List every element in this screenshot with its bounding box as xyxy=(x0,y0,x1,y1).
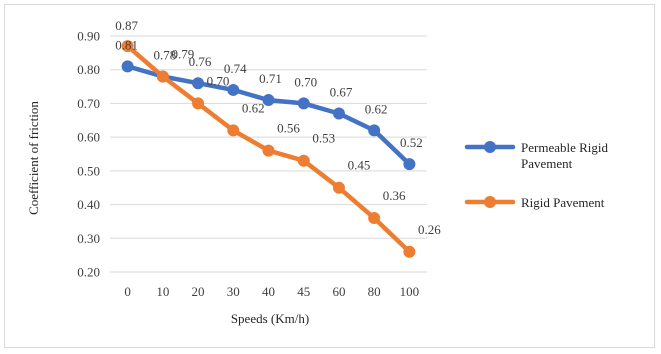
x-tick-label: 20 xyxy=(192,284,205,299)
data-label: 0.79 xyxy=(171,46,194,61)
y-tick-label: 0.70 xyxy=(77,96,100,111)
data-label: 0.56 xyxy=(277,121,300,136)
x-tick-label: 30 xyxy=(227,284,240,299)
y-axis-title: Coefficient of friction xyxy=(26,101,41,215)
chart-area xyxy=(4,4,655,348)
data-point xyxy=(368,124,381,137)
data-point xyxy=(297,97,310,110)
data-point xyxy=(332,181,345,194)
data-label: 0.52 xyxy=(400,135,423,150)
x-axis-title: Speeds (Km/h) xyxy=(231,311,309,326)
data-label: 0.67 xyxy=(330,85,353,100)
data-point xyxy=(192,97,205,110)
data-label: 0.62 xyxy=(242,100,265,115)
data-labels: 0.87 0.79 0.70 0.62 0.56 0.53 0.45 0.36 0.26 0.81… xyxy=(115,18,441,237)
x-tick-label: 0 xyxy=(124,284,131,299)
legend-label-1: Permeable Rigid Pavement xyxy=(521,140,609,171)
data-point xyxy=(192,77,205,90)
x-tick-label: 10 xyxy=(156,284,169,299)
data-point xyxy=(332,107,345,120)
data-point xyxy=(262,94,275,107)
data-label: 0.74 xyxy=(224,61,247,76)
x-tick-label: 60 xyxy=(332,284,345,299)
data-label: 0.62 xyxy=(365,101,388,116)
y-tick-label: 0.50 xyxy=(77,163,100,178)
legend: Permeable Rigid Pavement Rigid Pavement xyxy=(464,140,609,210)
x-axis-ticks: 0 10 20 30 40 45 60 80 100 xyxy=(124,284,419,299)
data-label: 0.36 xyxy=(383,188,406,203)
x-tick-label: 100 xyxy=(400,284,420,299)
data-point xyxy=(403,158,416,171)
data-label: 0.78 xyxy=(153,47,176,62)
data-label: 0.71 xyxy=(259,71,282,86)
legend-label-2: Rigid Pavement xyxy=(521,195,605,210)
x-tick-label: 80 xyxy=(368,284,381,299)
legend-marker-2 xyxy=(484,196,496,208)
x-tick-label: 40 xyxy=(262,284,275,299)
data-label: 0.26 xyxy=(418,222,441,237)
data-point xyxy=(368,212,381,225)
y-axis-ticks: 0.20 0.30 0.40 0.50 0.60 0.70 0.80 0.90 xyxy=(77,29,100,280)
legend-label-line: Rigid Pavement xyxy=(521,195,605,210)
legend-label-line: Permeable Rigid xyxy=(521,140,609,155)
data-point xyxy=(121,40,134,53)
data-label: 0.76 xyxy=(189,54,212,69)
data-point xyxy=(403,245,416,258)
data-label: 0.70 xyxy=(207,73,230,88)
data-label: 0.45 xyxy=(348,158,371,173)
data-label: 0.81 xyxy=(115,37,138,52)
y-tick-label: 0.90 xyxy=(77,29,100,44)
data-point xyxy=(156,70,169,83)
data-label: 0.87 xyxy=(115,18,138,33)
data-label: 0.53 xyxy=(312,131,335,146)
data-point xyxy=(227,124,240,137)
y-tick-label: 0.80 xyxy=(77,62,100,77)
data-point xyxy=(227,83,240,96)
series-lines xyxy=(121,40,416,258)
legend-marker-1 xyxy=(484,141,496,153)
data-label: 0.70 xyxy=(294,74,317,89)
y-tick-label: 0.40 xyxy=(77,197,100,212)
y-tick-label: 0.20 xyxy=(77,265,100,280)
data-point xyxy=(297,154,310,167)
x-tick-label: 45 xyxy=(297,284,310,299)
data-point xyxy=(121,60,134,73)
y-tick-label: 0.60 xyxy=(77,130,100,145)
legend-label-line: Pavement xyxy=(521,156,573,171)
data-point xyxy=(262,144,275,157)
y-tick-label: 0.30 xyxy=(77,231,100,246)
